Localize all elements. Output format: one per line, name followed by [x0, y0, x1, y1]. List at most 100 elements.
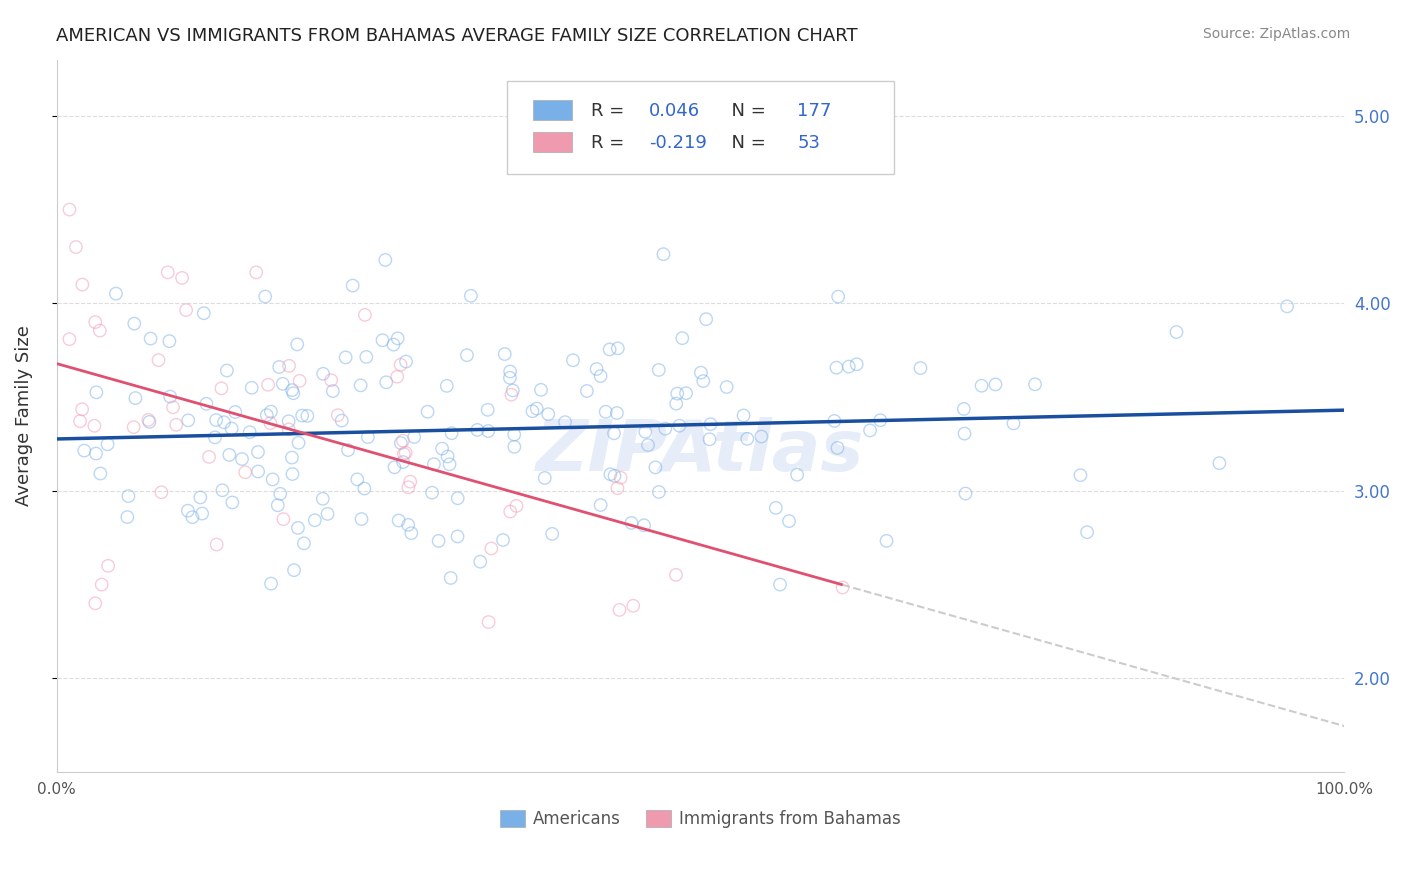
- Point: [420, 485, 443, 500]
- Point: [765, 500, 787, 515]
- Point: [316, 507, 339, 521]
- Point: [477, 424, 499, 438]
- Point: [330, 413, 353, 427]
- Point: [157, 334, 180, 348]
- Point: [371, 333, 394, 347]
- Point: [159, 390, 181, 404]
- Point: [97, 558, 120, 573]
- Point: [953, 426, 976, 441]
- Point: [436, 379, 458, 393]
- Point: [970, 378, 993, 392]
- Point: [609, 471, 631, 485]
- Point: [177, 504, 200, 518]
- Point: [205, 537, 228, 551]
- Point: [283, 386, 305, 401]
- Point: [603, 426, 626, 441]
- Point: [769, 577, 792, 591]
- Point: [716, 380, 738, 394]
- Point: [699, 432, 721, 446]
- Point: [436, 450, 458, 464]
- Text: R =: R =: [591, 134, 630, 152]
- Point: [174, 303, 197, 318]
- Point: [388, 514, 411, 528]
- Point: [193, 306, 215, 320]
- Point: [575, 384, 598, 398]
- Point: [599, 467, 621, 482]
- Point: [562, 353, 585, 368]
- Point: [122, 420, 145, 434]
- Point: [439, 457, 461, 471]
- Text: Source: ZipAtlas.com: Source: ZipAtlas.com: [1202, 27, 1350, 41]
- Point: [499, 364, 522, 378]
- Point: [589, 369, 612, 384]
- Point: [342, 278, 364, 293]
- FancyBboxPatch shape: [533, 100, 572, 120]
- Point: [499, 505, 522, 519]
- Point: [139, 332, 162, 346]
- Point: [269, 359, 291, 374]
- Point: [70, 402, 93, 417]
- Point: [955, 486, 977, 500]
- Point: [751, 429, 773, 443]
- Point: [245, 265, 267, 279]
- Point: [665, 396, 688, 410]
- Point: [58, 332, 80, 346]
- Point: [599, 343, 621, 357]
- Point: [357, 430, 380, 444]
- Point: [195, 397, 218, 411]
- Point: [86, 385, 108, 400]
- Point: [606, 342, 628, 356]
- Point: [665, 567, 688, 582]
- Point: [690, 366, 713, 380]
- Point: [312, 491, 335, 506]
- Point: [416, 405, 439, 419]
- Point: [430, 442, 453, 456]
- Point: [644, 460, 666, 475]
- Point: [267, 498, 290, 512]
- Point: [633, 518, 655, 533]
- Point: [499, 371, 522, 385]
- Point: [389, 436, 412, 450]
- Point: [287, 435, 309, 450]
- Point: [1069, 468, 1091, 483]
- Point: [501, 387, 523, 401]
- Point: [505, 499, 527, 513]
- Point: [384, 460, 406, 475]
- Point: [260, 405, 283, 419]
- Point: [637, 438, 659, 452]
- Point: [198, 450, 221, 464]
- Point: [278, 359, 301, 373]
- Point: [440, 426, 463, 441]
- Point: [212, 415, 235, 429]
- Point: [825, 360, 848, 375]
- Point: [671, 331, 693, 345]
- Point: [269, 487, 291, 501]
- Point: [494, 347, 516, 361]
- Point: [654, 422, 676, 436]
- Legend: Americans, Immigrants from Bahamas: Americans, Immigrants from Bahamas: [494, 804, 908, 835]
- Point: [699, 417, 721, 432]
- Point: [84, 596, 107, 610]
- Point: [247, 465, 270, 479]
- Point: [211, 483, 233, 498]
- Point: [292, 536, 315, 550]
- Point: [456, 348, 478, 362]
- Point: [522, 404, 544, 418]
- Point: [492, 533, 515, 547]
- Point: [585, 362, 607, 376]
- Point: [297, 409, 319, 423]
- Point: [239, 425, 262, 440]
- Text: ZIPAtlas: ZIPAtlas: [536, 417, 865, 486]
- Point: [1166, 325, 1188, 339]
- Point: [595, 405, 617, 419]
- Point: [648, 363, 671, 377]
- Point: [349, 378, 371, 392]
- Point: [1024, 377, 1046, 392]
- Point: [89, 467, 111, 481]
- Point: [695, 312, 717, 326]
- Point: [262, 472, 284, 486]
- Point: [1002, 417, 1025, 431]
- Point: [395, 354, 418, 368]
- Point: [69, 414, 91, 428]
- Point: [910, 361, 932, 376]
